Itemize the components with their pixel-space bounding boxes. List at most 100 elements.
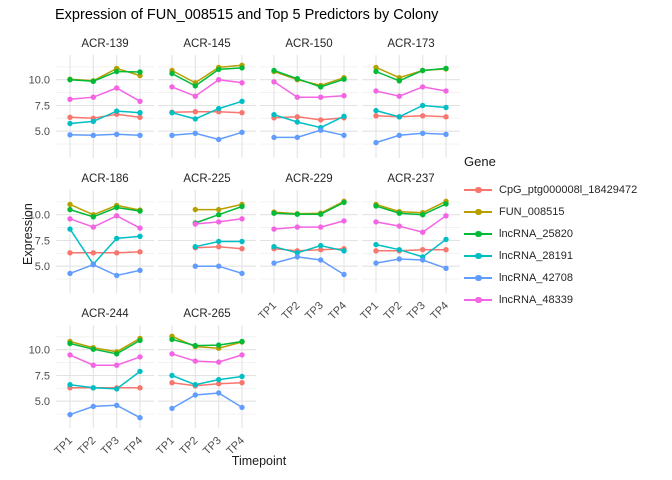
facet-title: ACR-150 xyxy=(285,38,332,50)
series-line-lncRNA_25820 xyxy=(69,70,141,83)
series-line-CpG_ptg000008l_18429472 xyxy=(70,251,141,254)
facet-title: ACR-244 xyxy=(81,308,129,320)
data-point-lncRNA_28191 xyxy=(373,107,379,114)
legend-key-icon xyxy=(464,205,492,219)
data-point-lncRNA_28191 xyxy=(67,226,73,232)
series-line-lncRNA_48339 xyxy=(375,215,447,234)
data-point-lncRNA_48339 xyxy=(114,362,120,368)
data-point-lncRNA_42708 xyxy=(114,402,120,408)
series-line-lncRNA_48339 xyxy=(171,353,243,363)
series-line-FUN_008515 xyxy=(375,200,447,214)
series-line-lncRNA_28191 xyxy=(69,370,141,390)
legend-item-lncRNA_25820: lncRNA_25820 xyxy=(464,223,637,245)
data-point-lncRNA_25820 xyxy=(169,336,175,343)
legend-key-icon xyxy=(464,293,492,307)
data-point-FUN_008515 xyxy=(67,201,73,208)
series-line-lncRNA_48339 xyxy=(273,81,345,98)
series-line-lncRNA_42708 xyxy=(69,263,141,277)
data-point-lncRNA_25820 xyxy=(114,204,120,211)
data-point-lncRNA_25820 xyxy=(90,78,97,85)
x-tick-label: TP4 xyxy=(326,300,349,323)
data-point-lncRNA_25820 xyxy=(271,210,277,216)
data-point-lncRNA_48339 xyxy=(137,354,143,360)
data-point-lncRNA_48339 xyxy=(192,93,198,99)
data-point-lncRNA_42708 xyxy=(216,390,222,396)
data-point-lncRNA_25820 xyxy=(373,203,379,209)
data-point-lncRNA_28191 xyxy=(90,385,97,391)
data-point-lncRNA_42708 xyxy=(137,132,143,138)
facet-ACR-145: ACR-145 xyxy=(158,38,256,158)
series-line-lncRNA_28191 xyxy=(69,110,141,125)
data-point-lncRNA_25820 xyxy=(137,69,143,75)
facet-title: ACR-229 xyxy=(285,173,332,185)
data-point-lncRNA_42708 xyxy=(137,267,143,273)
facet-title: ACR-225 xyxy=(183,173,230,185)
series-line-FUN_008515 xyxy=(171,335,243,349)
y-tick-label: 5.0 xyxy=(35,261,50,273)
data-point-lncRNA_42708 xyxy=(239,129,245,135)
legend-items: CpG_ptg000008l_18429472 FUN_008515 lncRNA_… xyxy=(464,179,637,311)
data-point-lncRNA_48339 xyxy=(169,351,175,357)
data-point-lncRNA_25820 xyxy=(67,206,73,213)
data-point-lncRNA_28191 xyxy=(396,247,402,253)
data-point-lncRNA_42708 xyxy=(216,136,222,143)
series-line-lncRNA_25820 xyxy=(375,203,447,216)
series-line-lncRNA_48339 xyxy=(171,78,243,98)
facet-ACR-150: ACR-150 xyxy=(260,38,358,158)
data-point-lncRNA_25820 xyxy=(239,65,245,71)
facet-ACR-139: ACR-139 10.0 7.5 5.0 xyxy=(29,38,154,158)
data-point-lncRNA_48339 xyxy=(239,352,245,358)
data-point-lncRNA_48339 xyxy=(271,79,277,85)
data-point-lncRNA_28191 xyxy=(239,238,245,245)
data-point-lncRNA_42708 xyxy=(90,403,97,410)
data-point-lncRNA_48339 xyxy=(192,221,198,227)
series-line-lncRNA_25820 xyxy=(69,206,141,218)
data-point-CpG_ptg000008l_18429472 xyxy=(216,244,222,250)
data-point-lncRNA_42708 xyxy=(271,260,277,266)
legend-item-lncRNA_42708: lncRNA_42708 xyxy=(464,267,637,289)
data-point-lncRNA_28191 xyxy=(271,244,277,250)
series-line-lncRNA_25820 xyxy=(171,67,243,87)
series-line-lncRNA_42708 xyxy=(375,258,447,270)
data-point-lncRNA_48339 xyxy=(373,88,379,94)
data-point-lncRNA_28191 xyxy=(443,104,449,111)
series-line-lncRNA_25820 xyxy=(273,201,345,215)
data-point-lncRNA_28191 xyxy=(192,244,198,250)
facet-title: ACR-265 xyxy=(183,308,230,320)
facet-title: ACR-139 xyxy=(81,38,128,50)
data-point-CpG_ptg000008l_18429472 xyxy=(114,250,120,256)
data-point-lncRNA_48339 xyxy=(67,96,73,103)
data-point-lncRNA_25820 xyxy=(216,66,222,73)
data-point-lncRNA_25820 xyxy=(294,211,300,217)
data-point-lncRNA_48339 xyxy=(67,216,73,222)
data-point-lncRNA_25820 xyxy=(239,338,245,345)
data-point-lncRNA_42708 xyxy=(318,257,324,263)
data-point-lncRNA_48339 xyxy=(169,84,175,90)
legend-title: Gene xyxy=(464,154,496,169)
data-point-lncRNA_25820 xyxy=(443,65,449,72)
data-point-lncRNA_28191 xyxy=(294,119,300,125)
data-point-lncRNA_28191 xyxy=(137,110,143,116)
series-line-lncRNA_28191 xyxy=(273,244,345,254)
data-point-CpG_ptg000008l_18429472 xyxy=(137,249,143,255)
data-point-lncRNA_25820 xyxy=(396,210,402,216)
data-point-lncRNA_25820 xyxy=(318,84,324,90)
data-point-lncRNA_48339 xyxy=(443,213,449,219)
y-tick-label: 7.5 xyxy=(35,371,50,383)
data-point-lncRNA_48339 xyxy=(443,88,449,94)
data-point-CpG_ptg000008l_18429472 xyxy=(216,381,222,387)
legend-label: lncRNA_42708 xyxy=(499,272,573,284)
x-tick-label: TP2 xyxy=(280,300,303,323)
data-point-lncRNA_25820 xyxy=(137,208,143,214)
data-point-lncRNA_42708 xyxy=(341,271,347,278)
data-point-lncRNA_25820 xyxy=(271,67,277,74)
series-line-FUN_008515 xyxy=(69,337,141,353)
data-point-lncRNA_42708 xyxy=(216,263,222,269)
y-tick-label: 10.0 xyxy=(29,75,50,87)
legend-label: lncRNA_25820 xyxy=(499,228,573,240)
data-point-lncRNA_42708 xyxy=(373,139,379,146)
legend-key-icon xyxy=(464,183,492,197)
data-point-lncRNA_28191 xyxy=(114,386,120,392)
x-tick-label: TP3 xyxy=(303,300,326,323)
